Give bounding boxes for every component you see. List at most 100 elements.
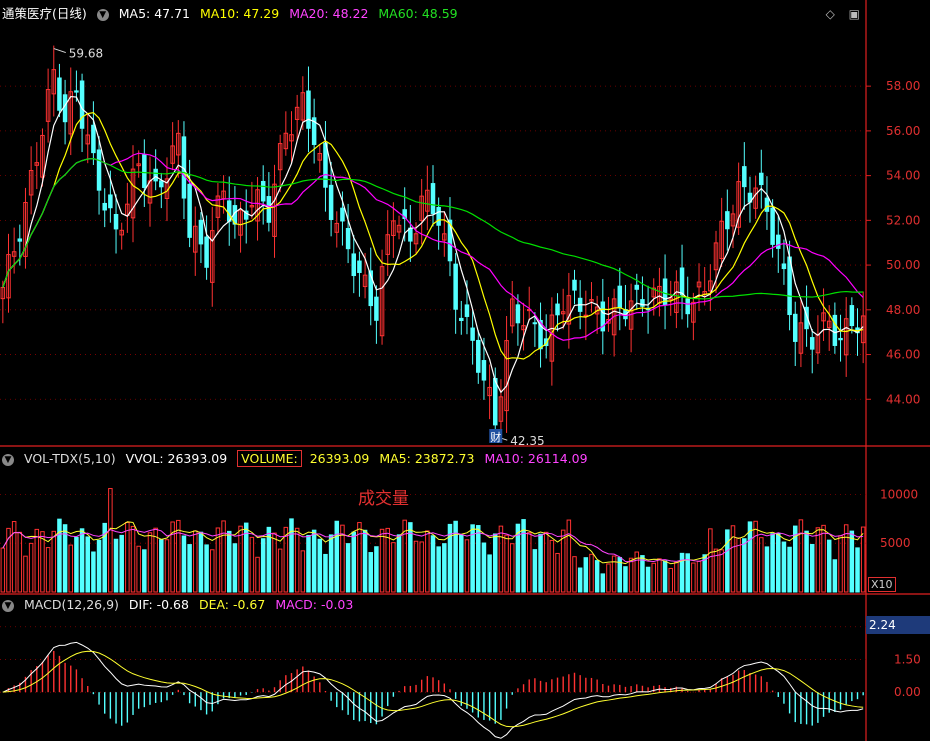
diamond-icon[interactable]: ◇	[825, 7, 835, 21]
volume-bar	[606, 563, 611, 593]
candle-body	[838, 337, 843, 341]
volume-bar	[453, 520, 458, 593]
volume-bar	[283, 526, 289, 593]
candle-body	[119, 229, 124, 236]
volume-bar	[708, 528, 713, 593]
volume-bar	[821, 524, 826, 593]
volume-bar	[476, 525, 481, 593]
volume-bar	[487, 554, 492, 593]
volume-bar	[447, 523, 453, 593]
candle-body	[798, 322, 804, 354]
macd-indicator-name[interactable]: MACD(12,26,9)	[23, 597, 119, 612]
candle-body	[832, 314, 838, 346]
candle-body	[804, 306, 809, 330]
candle-body	[555, 303, 560, 316]
volume-bar	[221, 520, 226, 593]
volume-bar	[102, 522, 107, 593]
volume-bar	[838, 535, 843, 593]
volume-bar	[798, 519, 804, 593]
volume-bar	[538, 533, 543, 593]
volume-bar	[860, 526, 866, 593]
volume-bar	[215, 527, 221, 593]
volume-bar	[702, 554, 707, 593]
candle-body	[255, 189, 260, 222]
price-tick-label: 58.00	[886, 79, 920, 93]
candle-body	[243, 210, 249, 220]
candle-body	[453, 263, 458, 310]
candle-body	[311, 117, 317, 145]
candle-body	[210, 230, 215, 283]
volume-bar	[323, 553, 328, 593]
volume-bar	[826, 539, 832, 593]
candle-body	[413, 233, 419, 245]
volume-bar	[589, 553, 594, 593]
volume-bar	[130, 525, 136, 593]
volume-bar	[306, 534, 311, 593]
price-tick-label: 56.00	[886, 124, 920, 138]
volume-bar	[362, 529, 368, 593]
volume-bar	[419, 541, 424, 593]
volume-bar	[747, 521, 753, 593]
stock-name[interactable]: 通策医疗(日线)	[2, 6, 87, 21]
volume-bar	[108, 488, 113, 593]
candle-body	[476, 339, 481, 373]
volume-scale-label: X10	[868, 577, 896, 592]
candle-body	[436, 206, 441, 226]
volume-bar	[181, 535, 187, 593]
chevron-down-icon[interactable]: ▼	[2, 599, 14, 612]
volume-bar	[600, 573, 606, 593]
volume-bar	[855, 547, 860, 593]
volume-bar	[379, 528, 385, 593]
volume-bar	[442, 543, 447, 593]
volume-bar	[696, 560, 702, 593]
volume-bar	[136, 545, 141, 593]
candle-body	[566, 295, 572, 325]
volume-bar	[753, 520, 758, 593]
candle-body	[498, 396, 504, 422]
chevron-down-icon[interactable]: ▼	[96, 8, 109, 21]
volume-bar	[804, 530, 809, 593]
volume-bar	[543, 531, 549, 593]
volume-bar	[147, 532, 153, 593]
candle-body	[62, 94, 68, 123]
volume-bar	[430, 535, 436, 593]
volume-bar	[11, 521, 17, 593]
volume-ma5-line	[2, 521, 864, 565]
volume-bar	[560, 529, 566, 593]
volume-bar	[125, 522, 130, 593]
volume-bar	[176, 519, 181, 593]
volume-bar	[345, 543, 351, 593]
panel-toggle-icon[interactable]: ▣	[848, 7, 860, 21]
volume-bar	[79, 528, 85, 593]
candle-body	[634, 284, 640, 290]
candle-body	[193, 225, 198, 253]
volume-bar	[374, 546, 379, 593]
volume-bar	[436, 546, 441, 593]
vol-indicator-name[interactable]: VOL-TDX(5,10)	[23, 451, 116, 466]
volume-bar	[549, 539, 555, 593]
volume-bar	[198, 531, 204, 593]
candle-body	[481, 360, 487, 381]
volume-bar	[509, 543, 515, 593]
price-tick-label: 48.00	[886, 303, 920, 317]
volume-bar	[142, 549, 147, 593]
candle-body	[611, 298, 617, 336]
candle-body	[600, 301, 606, 332]
volume-bar	[51, 530, 57, 593]
chevron-down-icon[interactable]: ▼	[2, 453, 14, 466]
ma20-value: MA20: 48.22	[289, 6, 369, 21]
macd-panel-header: ▼ MACD(12,26,9) DIF: -0.68 DEA: -0.67 MA…	[2, 596, 359, 614]
candle-body	[142, 154, 147, 188]
volume-bar	[470, 524, 475, 593]
candle-body	[419, 195, 424, 221]
volume-bar	[832, 559, 838, 593]
volume-bar	[62, 524, 68, 593]
candle-body	[719, 220, 724, 260]
volume-bar	[391, 542, 396, 593]
volume-bar	[204, 544, 209, 593]
candle-body	[753, 187, 758, 209]
volume-ma10-line	[2, 528, 864, 563]
candle-body	[470, 327, 475, 341]
volume-bar	[113, 538, 119, 593]
